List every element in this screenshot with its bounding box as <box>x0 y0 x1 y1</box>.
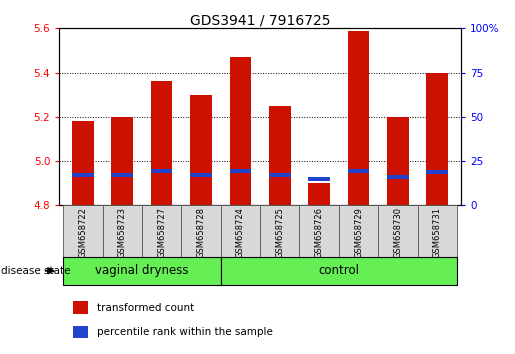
Text: percentile rank within the sample: percentile rank within the sample <box>97 327 273 337</box>
Bar <box>308 183 330 205</box>
FancyBboxPatch shape <box>221 205 260 257</box>
FancyBboxPatch shape <box>63 257 221 285</box>
FancyBboxPatch shape <box>221 257 457 285</box>
Bar <box>190 173 212 177</box>
Bar <box>111 117 133 205</box>
FancyBboxPatch shape <box>418 205 457 257</box>
Bar <box>72 121 94 205</box>
Bar <box>74 301 88 314</box>
Text: vaginal dryness: vaginal dryness <box>95 264 188 277</box>
Bar <box>74 326 88 338</box>
Bar <box>111 173 133 177</box>
Text: GSM658730: GSM658730 <box>393 207 402 258</box>
Text: control: control <box>318 264 359 277</box>
FancyBboxPatch shape <box>181 205 221 257</box>
FancyBboxPatch shape <box>63 205 102 257</box>
Text: GSM658725: GSM658725 <box>275 207 284 258</box>
Text: GSM658731: GSM658731 <box>433 207 442 258</box>
Bar <box>426 73 448 205</box>
Text: GSM658726: GSM658726 <box>315 207 323 258</box>
Bar <box>230 170 251 173</box>
FancyBboxPatch shape <box>142 205 181 257</box>
Text: GSM658724: GSM658724 <box>236 207 245 258</box>
Text: GSM658722: GSM658722 <box>78 207 88 258</box>
FancyBboxPatch shape <box>339 205 378 257</box>
Text: GSM658728: GSM658728 <box>197 207 205 258</box>
Text: GSM658723: GSM658723 <box>118 207 127 258</box>
Bar <box>348 30 369 205</box>
Bar <box>387 117 409 205</box>
Bar <box>348 170 369 173</box>
Text: GSM658729: GSM658729 <box>354 207 363 258</box>
FancyBboxPatch shape <box>260 205 299 257</box>
Text: transformed count: transformed count <box>97 303 194 313</box>
Bar <box>426 170 448 174</box>
Bar <box>387 175 409 179</box>
FancyBboxPatch shape <box>299 205 339 257</box>
FancyBboxPatch shape <box>378 205 418 257</box>
Bar <box>269 106 290 205</box>
Bar <box>308 177 330 181</box>
Bar <box>151 170 173 173</box>
Bar <box>269 173 290 177</box>
Bar <box>230 57 251 205</box>
Text: disease state: disease state <box>1 266 71 276</box>
Text: GSM658727: GSM658727 <box>157 207 166 258</box>
Title: GDS3941 / 7916725: GDS3941 / 7916725 <box>190 13 330 27</box>
FancyBboxPatch shape <box>102 205 142 257</box>
Bar <box>151 81 173 205</box>
Bar <box>190 95 212 205</box>
Bar <box>72 173 94 177</box>
